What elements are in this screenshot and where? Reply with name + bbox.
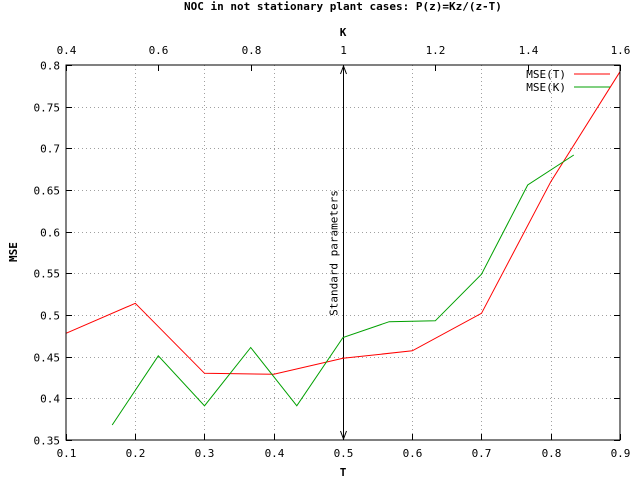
x2-tick-label: 1 [340, 44, 347, 57]
x-tick-label: 0.1 [57, 447, 77, 460]
x-tick-label: 0.9 [611, 447, 631, 460]
x-tick-label: 0.4 [265, 447, 285, 460]
x2-tick-label: 1.6 [611, 44, 631, 57]
y-tick-label: 0.65 [34, 185, 61, 198]
y-tick-label: 0.55 [34, 268, 61, 281]
arrow-head-bottom [340, 430, 347, 441]
series-group [65, 71, 621, 426]
x-tick-label: 0.5 [334, 447, 354, 460]
y-tick-label: 0.75 [34, 102, 61, 115]
arrow-head-top [340, 64, 347, 75]
y-tick-label: 0.5 [40, 310, 60, 323]
legend-label: MSE(T) [526, 68, 566, 81]
legend-label: MSE(K) [526, 81, 566, 94]
y-axis-label: MSE [7, 242, 20, 262]
x-tick-label: 0.8 [542, 447, 562, 460]
y-tick-label: 0.35 [34, 435, 61, 448]
x2-tick-label: 0.6 [149, 44, 169, 57]
x2-axis-label: K [340, 26, 347, 39]
annotation-label: Standard parameters [328, 190, 341, 316]
legend: MSE(T)MSE(K) [526, 68, 610, 94]
x2-tick-label: 1.4 [519, 44, 539, 57]
x-tick-label: 0.7 [472, 447, 492, 460]
axis-ticks: 0.1 0.2 0.3 0.4 0.5 0.6 0.7 0.8 0.9 0.4 0.6 0.8 1 1.2… [34, 44, 631, 460]
x-tick-label: 0.6 [403, 447, 423, 460]
y-tick-label: 0.7 [40, 143, 60, 156]
y-tick-label: 0.8 [40, 60, 60, 73]
series-line-mse-k [111, 154, 575, 426]
y-tick-label: 0.45 [34, 352, 61, 365]
series-line-mse-t [65, 71, 621, 375]
annotation: Standard parameters [328, 64, 347, 441]
x-tick-label: 0.2 [126, 447, 146, 460]
x2-tick-label: 1.2 [426, 44, 446, 57]
chart-title: NOC in not stationary plant cases: P(z)=… [184, 0, 502, 13]
y-tick-label: 0.4 [40, 393, 60, 406]
x-tick-label: 0.3 [195, 447, 215, 460]
x-axis-label: T [340, 466, 347, 479]
x2-tick-label: 0.4 [57, 44, 77, 57]
y-tick-label: 0.6 [40, 227, 60, 240]
plot-frame [65, 64, 621, 441]
x2-tick-label: 0.8 [242, 44, 262, 57]
